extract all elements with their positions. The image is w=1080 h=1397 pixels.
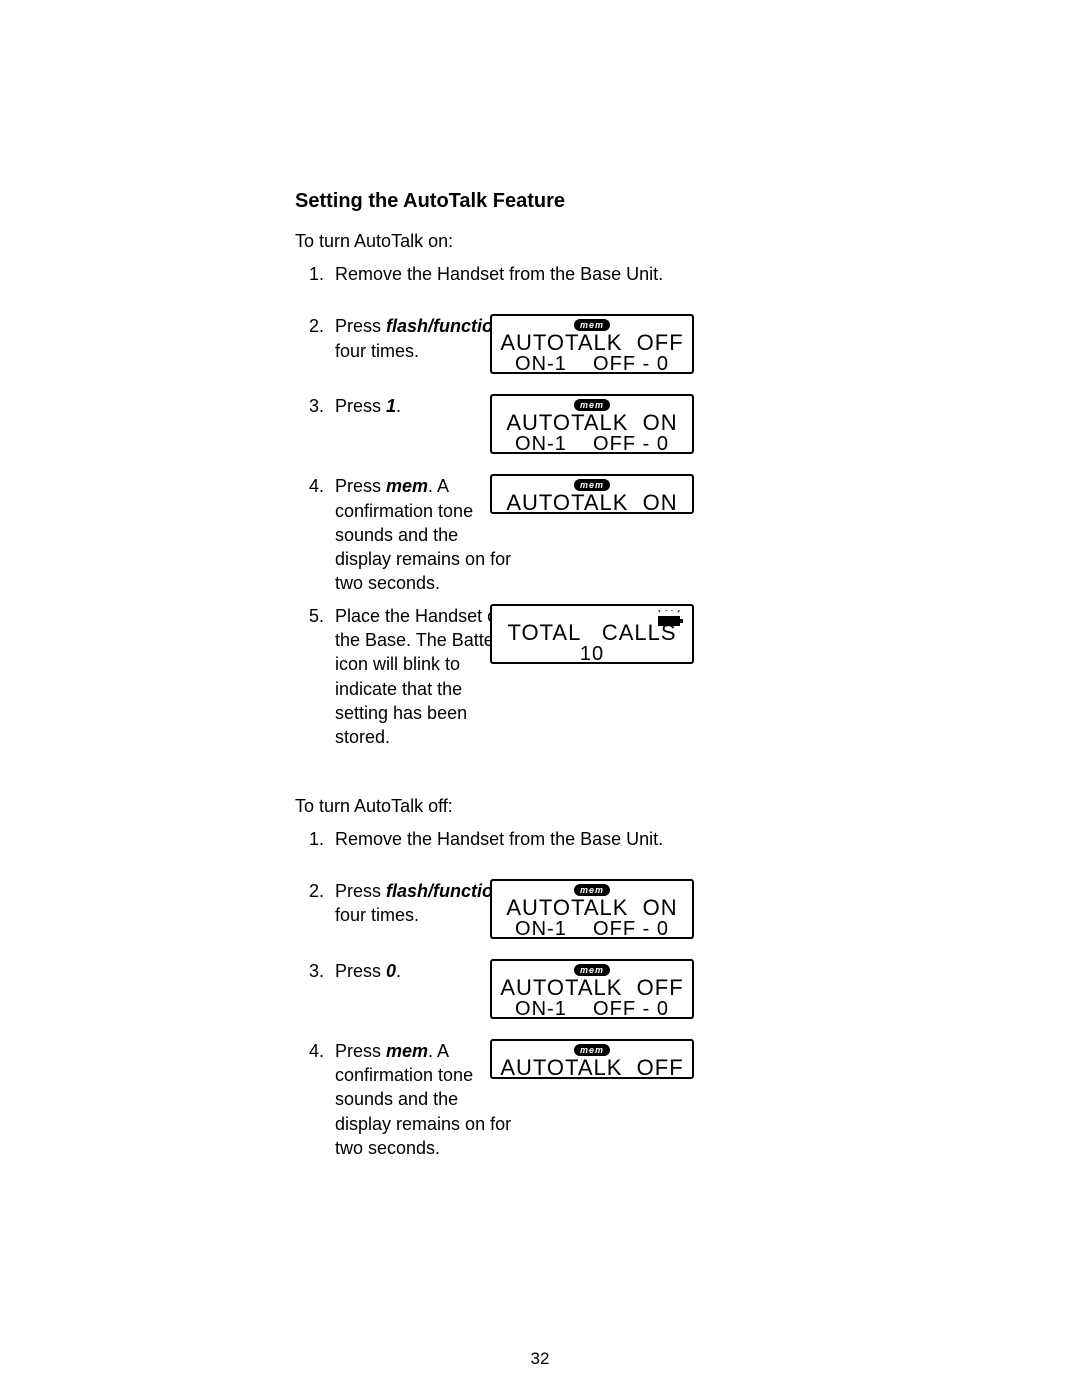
mem-icon: mem: [574, 399, 610, 411]
lcd-line: 10: [498, 644, 686, 664]
lcd-line: AUTOTALK ON: [498, 897, 686, 919]
step-text: Remove the Handset from the Base Unit.: [335, 829, 663, 849]
step-off-2-block: Press flash/function four times. mem AUT…: [295, 879, 1080, 951]
step-text: Press: [335, 396, 386, 416]
mem-icon: mem: [574, 479, 610, 491]
step-on-3: Press 1.: [329, 394, 1080, 418]
step-text: four times.: [335, 905, 419, 925]
key-name: mem: [386, 1041, 428, 1061]
step-on-3-block: Press 1. mem AUTOTALK ON ON-1 OFF - 0: [295, 394, 1080, 466]
lcd-line: AUTOTALK OFF: [498, 1057, 686, 1079]
mem-icon: mem: [574, 964, 610, 976]
lcd-screen: mem AUTOTALK OFF ON-1 OFF - 0: [490, 314, 694, 374]
lcd-screen: mem AUTOTALK ON ON-1 OFF - 0: [490, 394, 694, 454]
intro-on: To turn AutoTalk on:: [295, 231, 1080, 252]
page-title: Setting the AutoTalk Feature: [295, 190, 1080, 213]
manual-page: Setting the AutoTalk Feature To turn Aut…: [0, 0, 1080, 1397]
step-on-2: Press flash/function four times.: [329, 314, 1080, 363]
step-off-3-block: Press 0. mem AUTOTALK OFF ON-1 OFF - 0: [295, 959, 1080, 1031]
step-text: .: [396, 396, 401, 416]
lcd-line: ON-1 OFF - 0: [498, 999, 686, 1019]
step-text: Press: [335, 881, 386, 901]
mem-icon: mem: [574, 1044, 610, 1056]
key-name: 0: [386, 961, 396, 981]
lcd-line: AUTOTALK ON: [498, 492, 686, 514]
key-name: 1: [386, 396, 396, 416]
lcd-screen: mem AUTOTALK ON: [490, 474, 694, 514]
step-on-5: Place the Handset on the Base. The Batte…: [329, 604, 1080, 750]
step-off-3: Press 0.: [329, 959, 1080, 983]
lcd-line: ON-1 OFF - 0: [498, 354, 686, 374]
mem-icon: mem: [574, 884, 610, 896]
step-text: four times.: [335, 341, 419, 361]
step-text: Remove the Handset from the Base Unit.: [335, 264, 663, 284]
step-text: Press: [335, 1041, 386, 1061]
lcd-line: AUTOTALK ON: [498, 412, 686, 434]
step-off-4-block: Press mem. A confirmation tone sounds an…: [295, 1039, 1080, 1160]
lcd-line: AUTOTALK OFF: [498, 977, 686, 999]
step-text: Press: [335, 961, 386, 981]
intro-off: To turn AutoTalk off:: [295, 796, 1080, 817]
lcd-screen: mem AUTOTALK ON ON-1 OFF - 0: [490, 879, 694, 939]
step-text: .: [396, 961, 401, 981]
page-number: 32: [0, 1349, 1080, 1369]
step-on-4: Press mem. A confirmation tone sounds an…: [329, 474, 1080, 595]
step-off-4: Press mem. A confirmation tone sounds an…: [329, 1039, 1080, 1160]
steps-on: Remove the Handset from the Base Unit.: [295, 262, 775, 286]
step-on-2-block: Press flash/function four times. mem AUT…: [295, 314, 1080, 386]
step-on-1: Remove the Handset from the Base Unit.: [329, 262, 775, 286]
step-text: Press: [335, 316, 386, 336]
lcd-screen: mem AUTOTALK OFF: [490, 1039, 694, 1079]
step-text: Place the Handset on the Base. The Batte…: [335, 606, 509, 747]
lcd-line: ON-1 OFF - 0: [498, 919, 686, 939]
lcd-screen: mem AUTOTALK OFF ON-1 OFF - 0: [490, 959, 694, 1019]
lcd-screen: TOTAL CALLS 10: [490, 604, 694, 664]
key-name: flash/function: [386, 316, 504, 336]
step-on-4-block: Press mem. A confirmation tone sounds an…: [295, 474, 1080, 595]
key-name: flash/function: [386, 881, 504, 901]
step-on-5-block: Place the Handset on the Base. The Batte…: [295, 604, 1080, 750]
step-off-2: Press flash/function four times.: [329, 879, 1080, 928]
section-off: To turn AutoTalk off: Remove the Handset…: [295, 796, 1080, 1161]
battery-blink-icon: [654, 610, 686, 628]
step-off-1: Remove the Handset from the Base Unit.: [329, 827, 775, 851]
lcd-line: AUTOTALK OFF: [498, 332, 686, 354]
steps-off: Remove the Handset from the Base Unit.: [295, 827, 775, 851]
lcd-line: ON-1 OFF - 0: [498, 434, 686, 454]
mem-icon: mem: [574, 319, 610, 331]
step-text: Press: [335, 476, 386, 496]
key-name: mem: [386, 476, 428, 496]
